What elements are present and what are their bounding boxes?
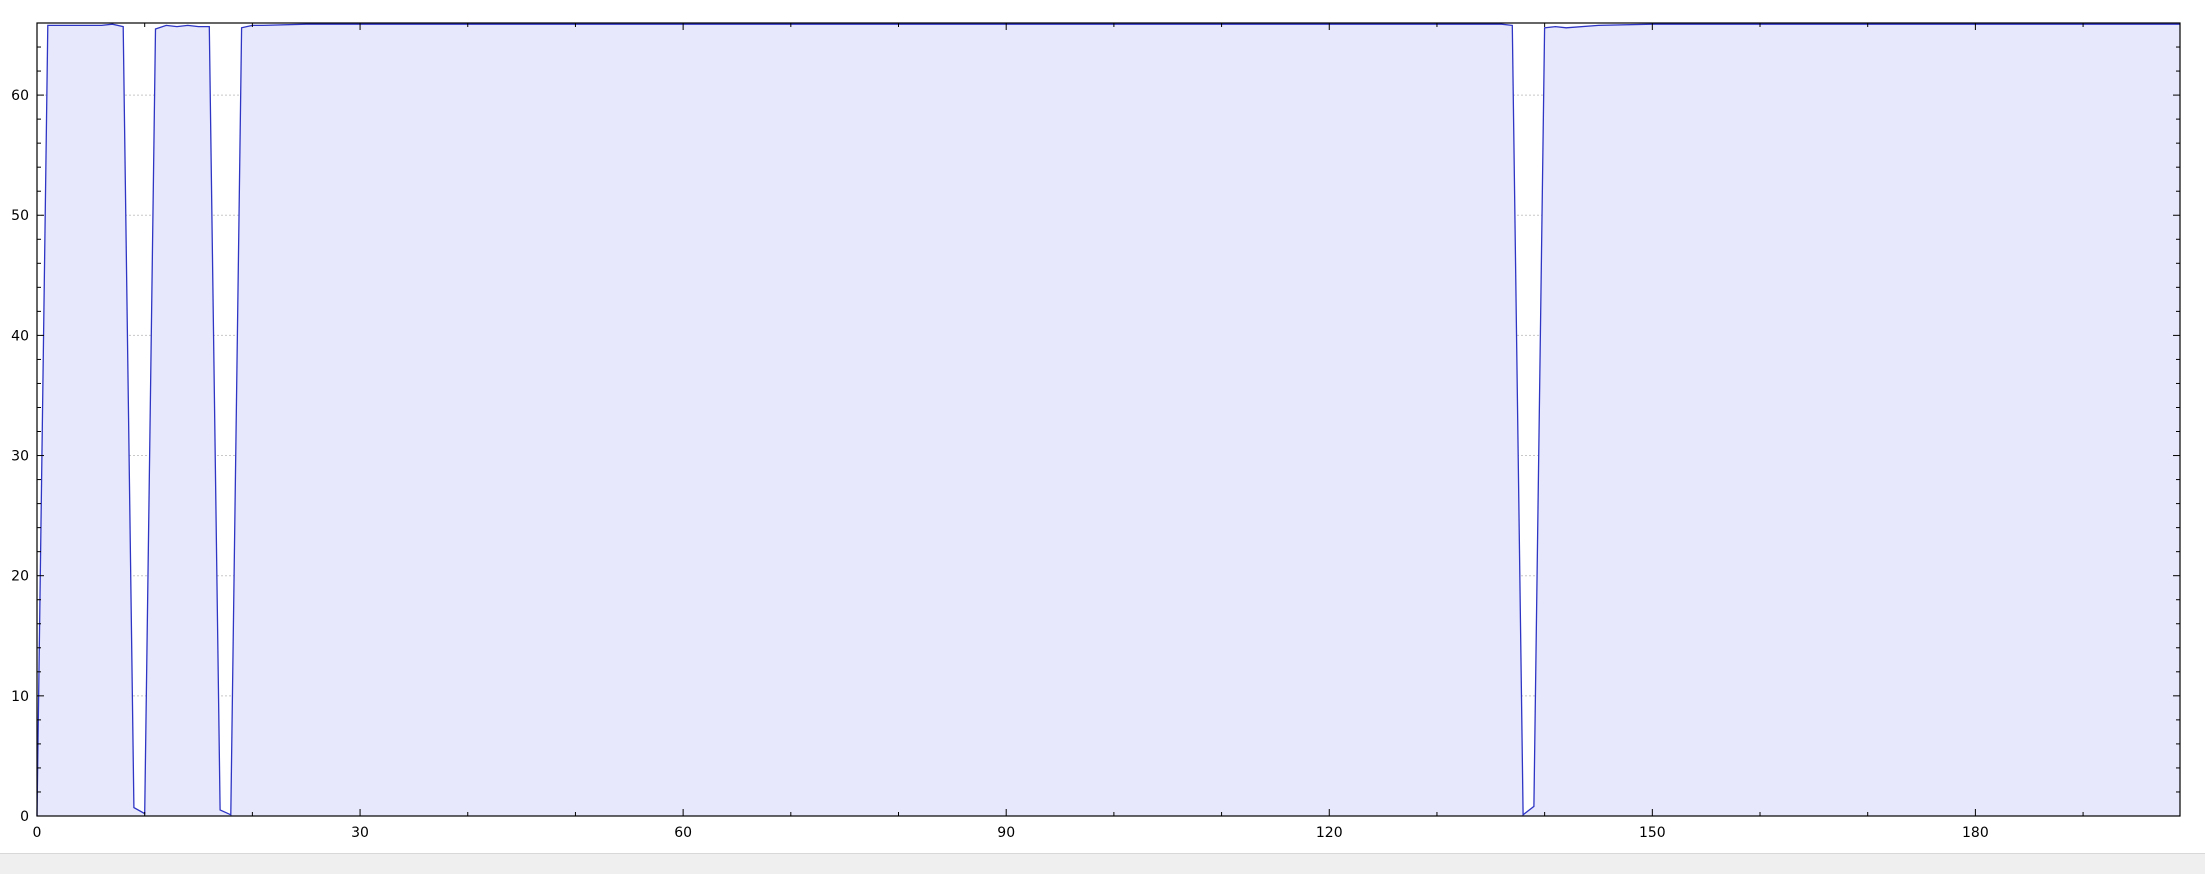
y-axis-ticks: 0 10 20 30 40 50 60 [11,22,2180,825]
y-tick-label: 30 [11,449,29,465]
axes [36,22,2181,817]
x-tick-label: 180 [1962,825,1989,841]
x-tick-label: 30 [351,825,369,841]
y-tick-label: 20 [11,569,29,585]
y-tick-label: 40 [11,328,29,344]
y-tick-label: 10 [11,689,29,705]
plot-frame [36,22,2181,817]
x-tick-label: 150 [1639,825,1666,841]
x-tick-label: 90 [997,825,1015,841]
chart-panel: 0 30 60 90 120 150 180 0 10 20 30 40 50 60 [0,0,2205,853]
x-tick-label: 0 [33,825,42,841]
area-fill [37,24,2180,816]
status-strip [0,853,2205,874]
x-tick-label: 120 [1316,825,1343,841]
y-tick-label: 50 [11,208,29,224]
series-line [36,23,2180,817]
area-chart: 0 30 60 90 120 150 180 0 10 20 30 40 50 60 [11,22,2181,841]
x-axis-ticks: 0 30 60 90 120 150 180 [33,23,2084,841]
x-tick-label: 60 [674,825,692,841]
y-tick-label: 60 [11,88,29,104]
y-tick-label: 0 [20,809,29,825]
